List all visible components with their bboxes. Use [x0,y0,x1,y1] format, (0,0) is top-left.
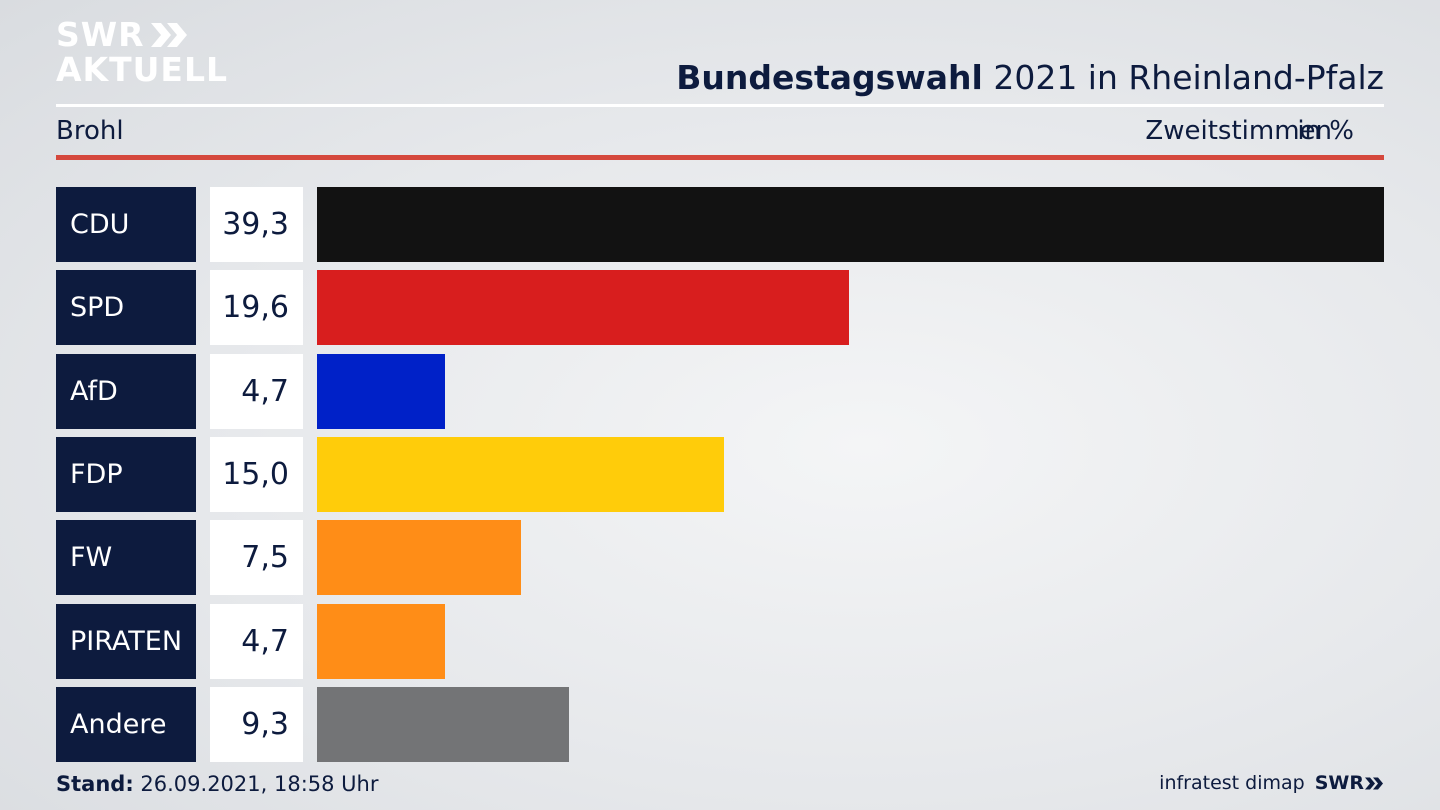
accent-divider [56,155,1384,160]
value-label: 9,3 [210,686,303,762]
party-label: AfD [56,353,196,429]
source-credit: infratest dimap SWR [1159,772,1384,794]
value-label: 4,7 [210,603,303,679]
title-rest: 2021 in Rheinland-Pfalz [982,58,1384,97]
stand-label: Stand: [56,772,134,796]
bar-row: CDU 39,3 [56,187,1384,262]
swr-aktuell-logo: SWR AKTUELL [56,18,228,86]
value-label: 15,0 [210,436,303,512]
double-chevron-icon [1365,777,1383,789]
measure-label: Zweitstimmen [1145,116,1332,146]
party-label: FDP [56,436,196,512]
bar-row: SPD 19,6 [56,270,1384,346]
logo-line1: SWR [56,15,145,54]
header-divider [56,104,1384,107]
logo-line2: AKTUELL [56,50,229,89]
unit-label: in % [1297,116,1354,146]
value-label: 4,7 [210,353,303,429]
bar [317,686,569,762]
value-label: 39,3 [210,187,303,262]
bar [317,353,445,429]
party-label: PIRATEN [56,603,196,679]
bar-row: PIRATEN 4,7 [56,603,1384,679]
double-chevron-icon [150,22,187,47]
chart-title: Bundestagswahl 2021 in Rheinland-Pfalz [676,58,1384,97]
party-label: Andere [56,686,196,762]
stand-value: 26.09.2021, 18:58 Uhr [133,772,379,796]
title-bold: Bundestagswahl [676,58,983,97]
bar-row: Andere 9,3 [56,686,1384,762]
timestamp: Stand: 26.09.2021, 18:58 Uhr [56,772,379,796]
swr-brand-text: SWR [1314,772,1364,794]
source-name: infratest dimap [1159,772,1305,794]
region-name: Brohl [56,116,124,146]
party-label: SPD [56,270,196,346]
bar-row: FDP 15,0 [56,436,1384,512]
bar-row: AfD 4,7 [56,353,1384,429]
value-label: 19,6 [210,270,303,346]
party-label: CDU [56,187,196,262]
bar-row: FW 7,5 [56,520,1384,596]
swr-brand: SWR [1315,772,1384,794]
value-label: 7,5 [210,520,303,596]
bar [317,603,445,679]
bar [317,520,521,596]
party-label: FW [56,520,196,596]
bar [317,270,849,346]
bar [317,436,724,512]
bar [317,187,1384,262]
